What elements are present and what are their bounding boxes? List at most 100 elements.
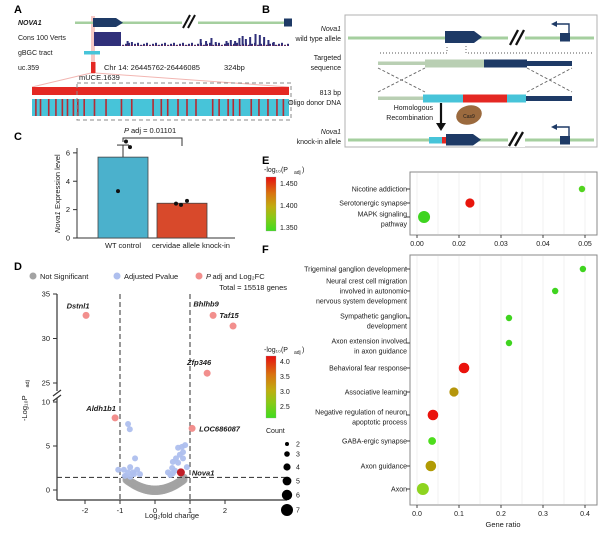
cons-spike [258,35,261,46]
cons-noise-bar [155,42,157,46]
hr-label-2: Recombination [386,115,433,122]
d-gene-label: Aldh1b1 [85,404,116,413]
d-legend-dot [29,272,37,280]
e-color-gradient-bar [265,176,277,232]
panel-a: A NOVA1 Cons 100 Verts gBGC tract uc.359… [14,4,292,121]
alignment-stripe [152,99,154,116]
c-ylabel-rest: Expression level [53,154,62,209]
d-ylabel-sub: adj [25,380,31,387]
break-slash [187,14,196,29]
dot-point [551,287,559,295]
d-gene-label: Dstnl1 [67,301,90,310]
d-y-tick-label: 5 [46,442,50,451]
d-x-tick-label: -2 [82,506,89,515]
cons-noise-bar [161,43,163,46]
category-label: Negative regulation of neuron [315,409,407,416]
cons-spike [254,34,257,46]
exon-arrow-tip [116,18,123,27]
break-slash [508,29,520,46]
c-y-axis-title: Nova1 Expression level [53,154,62,233]
d-y-tick-label: 0 [46,486,50,495]
cas9-blob [456,105,482,125]
category-label: pathway [381,221,408,228]
gbgc-bar [84,51,100,55]
oligo-cyan-left [423,94,463,103]
ki-tss-arrowhead [551,124,557,130]
alignment-stripe [66,99,69,116]
x-tick-label: 0.2 [496,511,506,518]
cons-spike [272,42,275,46]
alignment-stripe [232,99,235,116]
alignment-stripe [61,99,64,116]
cons-noise-bar [185,44,187,46]
legend-tick-label: 4.0 [280,359,290,366]
cons-spike [199,39,202,46]
c-category-label: cervidae allele knock-in [152,241,230,250]
alignment-stripe [55,99,57,116]
panel-e-dotplot: E -log₁₀(P adj ) 0.00 0.02 0.03 0.04 0.05 Nic… [262,155,598,248]
targeted-flank-left [378,61,425,65]
cons-spike [210,38,213,46]
alignment-stripe [39,99,42,116]
d-highlight-point [82,311,90,319]
c-bar [97,156,149,239]
d-gene-label: LOC686087 [199,424,241,433]
d-nova1-point [176,468,185,477]
alignment-stripe [238,99,241,116]
d-x-tick-label: -1 [117,506,124,515]
category-label: Associative learning [345,389,407,396]
alignment-stripe [258,99,260,116]
cons-spike [225,41,228,46]
cons-noise-bar [203,44,205,46]
wt-tss-arrowhead [551,21,557,27]
c-significance-bracket [122,137,183,146]
cons-noise-bar [275,44,277,46]
d-y-tick-label: 25 [42,379,50,388]
d-blue-point [183,464,190,471]
cons-noise-bar [143,43,145,46]
panel-d-letter: D [14,261,22,273]
d-blue-point [115,466,122,473]
d-axis-break-slash [52,394,62,402]
c-data-point [185,198,189,203]
dot-point [449,387,459,397]
track-label-cons: Cons 100 Verts [18,35,66,42]
d-gene-label: Bhlhb9 [193,299,219,308]
uce-dashed-box [76,82,292,121]
count-legend-dot [285,442,289,446]
e-legend-title-sub: adj [294,170,301,176]
panel-d-volcano: D Total = 15518 genes -Log₁₀P adj Log₂fo… [14,261,287,520]
alignment-stripe [160,99,163,116]
d-legend-label: Not Significant [40,272,89,281]
c-data-point [179,202,183,207]
cons-spike [205,41,208,46]
legend-tick-label: 1.450 [280,181,298,188]
count-legend-label: 3 [296,452,300,459]
x-tick-label: 0.1 [454,511,464,518]
targeted-green-block [425,59,484,68]
dot-point [505,339,513,347]
alignment-stripe [177,99,179,116]
ki-tss-exon [560,136,570,145]
alignment-stripe [250,99,253,116]
alignment-stripe [276,99,278,116]
wt-allele-label-2: wild type allele [294,36,341,43]
cons-noise-bar [248,44,250,46]
wt-tss-exon [560,33,570,42]
cons-noise-bar [227,42,229,46]
alignment-stripe [35,99,37,116]
cons-noise-bar [269,43,271,46]
d-nova1-label: Nova1 [192,468,215,477]
dot-point [465,198,475,208]
count-legend-dot [282,476,292,486]
ki-exon-tip [473,134,481,146]
d-blue-point [131,471,137,478]
x-tick-label: 0.00 [410,241,424,248]
count-legend-label: 4 [296,465,300,472]
cas9-label: Cas9 [463,114,475,120]
category-label: MAPK signaling [358,211,408,218]
category-label: in axon guidance [354,348,407,355]
f-x-axis-title: Gene ratio [485,520,520,529]
category-label: GABA-ergic synapse [342,438,407,445]
c-data-point [174,201,178,206]
